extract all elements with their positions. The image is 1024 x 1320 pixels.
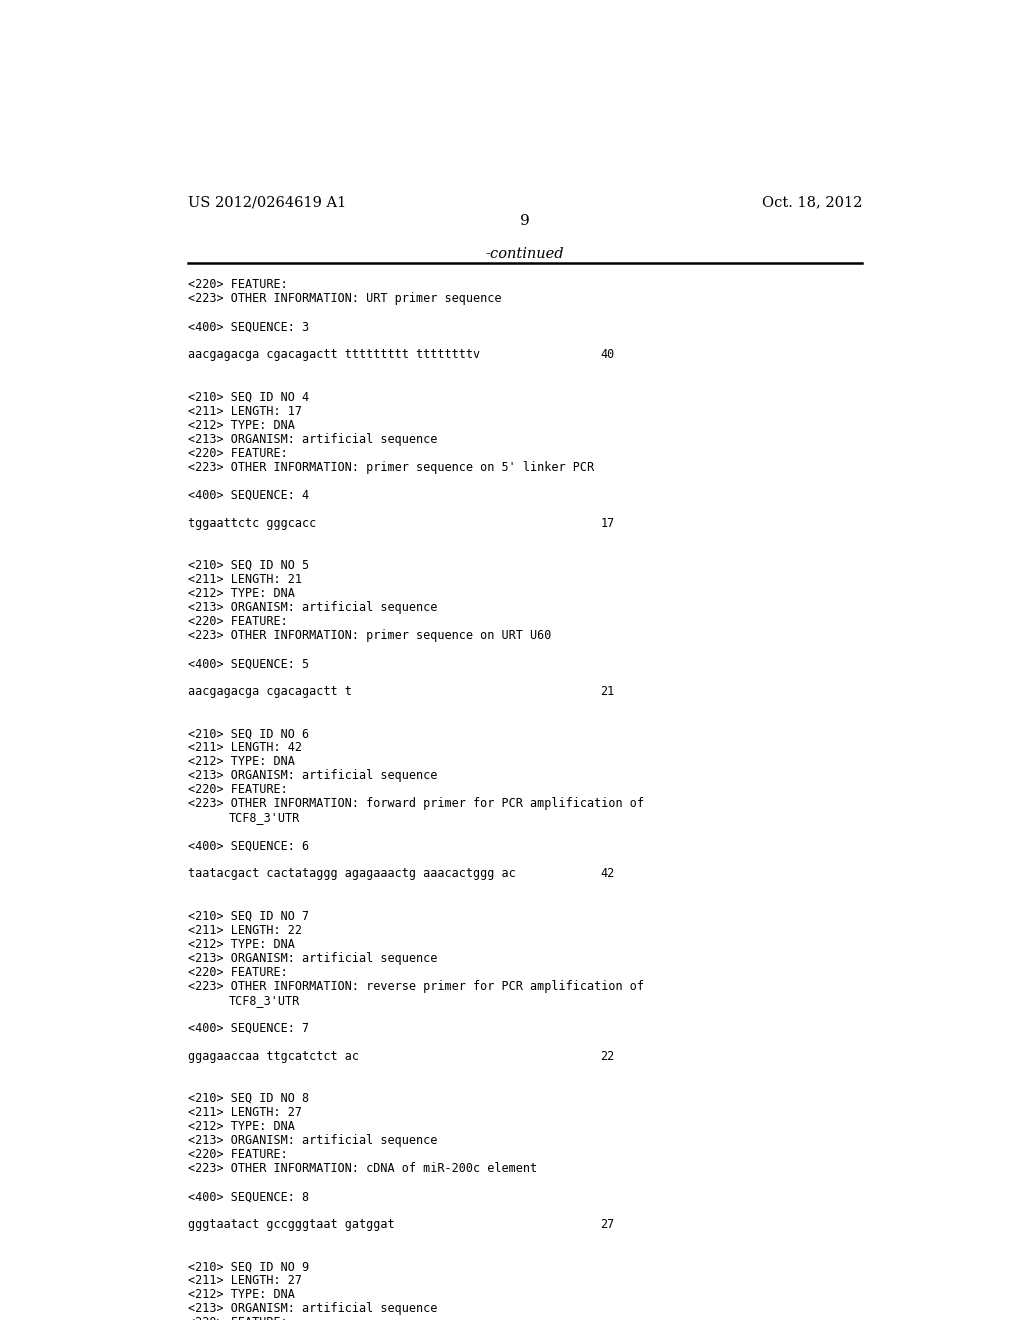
Text: TCF8_3'UTR: TCF8_3'UTR bbox=[228, 812, 300, 824]
Text: TCF8_3'UTR: TCF8_3'UTR bbox=[228, 994, 300, 1007]
Text: <400> SEQUENCE: 5: <400> SEQUENCE: 5 bbox=[187, 657, 308, 671]
Text: <212> TYPE: DNA: <212> TYPE: DNA bbox=[187, 1119, 294, 1133]
Text: <213> ORGANISM: artificial sequence: <213> ORGANISM: artificial sequence bbox=[187, 433, 437, 446]
Text: 9: 9 bbox=[520, 214, 529, 228]
Text: 42: 42 bbox=[600, 867, 614, 880]
Text: 27: 27 bbox=[600, 1218, 614, 1232]
Text: <400> SEQUENCE: 3: <400> SEQUENCE: 3 bbox=[187, 321, 308, 334]
Text: <211> LENGTH: 27: <211> LENGTH: 27 bbox=[187, 1106, 301, 1119]
Text: <213> ORGANISM: artificial sequence: <213> ORGANISM: artificial sequence bbox=[187, 601, 437, 614]
Text: <223> OTHER INFORMATION: primer sequence on 5' linker PCR: <223> OTHER INFORMATION: primer sequence… bbox=[187, 461, 594, 474]
Text: <400> SEQUENCE: 7: <400> SEQUENCE: 7 bbox=[187, 1022, 308, 1035]
Text: 22: 22 bbox=[600, 1049, 614, 1063]
Text: <223> OTHER INFORMATION: URT primer sequence: <223> OTHER INFORMATION: URT primer sequ… bbox=[187, 292, 501, 305]
Text: <400> SEQUENCE: 4: <400> SEQUENCE: 4 bbox=[187, 488, 308, 502]
Text: <220> FEATURE:: <220> FEATURE: bbox=[187, 1148, 288, 1162]
Text: <220> FEATURE:: <220> FEATURE: bbox=[187, 783, 288, 796]
Text: <210> SEQ ID NO 4: <210> SEQ ID NO 4 bbox=[187, 391, 308, 404]
Text: <220> FEATURE:: <220> FEATURE: bbox=[187, 279, 288, 292]
Text: <223> OTHER INFORMATION: forward primer for PCR amplification of: <223> OTHER INFORMATION: forward primer … bbox=[187, 797, 643, 810]
Text: aacgagacga cgacagactt ttttttttt ttttttttv: aacgagacga cgacagactt ttttttttt tttttttt… bbox=[187, 348, 479, 362]
Text: <211> LENGTH: 22: <211> LENGTH: 22 bbox=[187, 924, 301, 937]
Text: aacgagacga cgacagactt t: aacgagacga cgacagactt t bbox=[187, 685, 351, 698]
Text: gggtaatact gccgggtaat gatggat: gggtaatact gccgggtaat gatggat bbox=[187, 1218, 394, 1232]
Text: <210> SEQ ID NO 5: <210> SEQ ID NO 5 bbox=[187, 558, 308, 572]
Text: <211> LENGTH: 21: <211> LENGTH: 21 bbox=[187, 573, 301, 586]
Text: <212> TYPE: DNA: <212> TYPE: DNA bbox=[187, 418, 294, 432]
Text: 21: 21 bbox=[600, 685, 614, 698]
Text: Oct. 18, 2012: Oct. 18, 2012 bbox=[762, 195, 862, 209]
Text: -continued: -continued bbox=[485, 247, 564, 261]
Text: ggagaaccaa ttgcatctct ac: ggagaaccaa ttgcatctct ac bbox=[187, 1049, 358, 1063]
Text: <220> FEATURE:: <220> FEATURE: bbox=[187, 1316, 288, 1320]
Text: <220> FEATURE:: <220> FEATURE: bbox=[187, 615, 288, 628]
Text: <212> TYPE: DNA: <212> TYPE: DNA bbox=[187, 755, 294, 768]
Text: <213> ORGANISM: artificial sequence: <213> ORGANISM: artificial sequence bbox=[187, 770, 437, 783]
Text: <213> ORGANISM: artificial sequence: <213> ORGANISM: artificial sequence bbox=[187, 952, 437, 965]
Text: <400> SEQUENCE: 8: <400> SEQUENCE: 8 bbox=[187, 1191, 308, 1203]
Text: <212> TYPE: DNA: <212> TYPE: DNA bbox=[187, 937, 294, 950]
Text: 17: 17 bbox=[600, 517, 614, 529]
Text: <213> ORGANISM: artificial sequence: <213> ORGANISM: artificial sequence bbox=[187, 1134, 437, 1147]
Text: <210> SEQ ID NO 7: <210> SEQ ID NO 7 bbox=[187, 909, 308, 923]
Text: 40: 40 bbox=[600, 348, 614, 362]
Text: <211> LENGTH: 17: <211> LENGTH: 17 bbox=[187, 404, 301, 417]
Text: <223> OTHER INFORMATION: primer sequence on URT U60: <223> OTHER INFORMATION: primer sequence… bbox=[187, 630, 551, 642]
Text: taatacgact cactataggg agagaaactg aaacactggg ac: taatacgact cactataggg agagaaactg aaacact… bbox=[187, 867, 515, 880]
Text: <220> FEATURE:: <220> FEATURE: bbox=[187, 446, 288, 459]
Text: US 2012/0264619 A1: US 2012/0264619 A1 bbox=[187, 195, 346, 209]
Text: <223> OTHER INFORMATION: reverse primer for PCR amplification of: <223> OTHER INFORMATION: reverse primer … bbox=[187, 979, 643, 993]
Text: <210> SEQ ID NO 6: <210> SEQ ID NO 6 bbox=[187, 727, 308, 741]
Text: <211> LENGTH: 27: <211> LENGTH: 27 bbox=[187, 1274, 301, 1287]
Text: <223> OTHER INFORMATION: cDNA of miR-200c element: <223> OTHER INFORMATION: cDNA of miR-200… bbox=[187, 1162, 537, 1175]
Text: <220> FEATURE:: <220> FEATURE: bbox=[187, 966, 288, 978]
Text: tggaattctc gggcacc: tggaattctc gggcacc bbox=[187, 517, 315, 529]
Text: <212> TYPE: DNA: <212> TYPE: DNA bbox=[187, 587, 294, 599]
Text: <211> LENGTH: 42: <211> LENGTH: 42 bbox=[187, 742, 301, 754]
Text: <400> SEQUENCE: 6: <400> SEQUENCE: 6 bbox=[187, 840, 308, 853]
Text: <210> SEQ ID NO 8: <210> SEQ ID NO 8 bbox=[187, 1092, 308, 1105]
Text: <213> ORGANISM: artificial sequence: <213> ORGANISM: artificial sequence bbox=[187, 1303, 437, 1315]
Text: <210> SEQ ID NO 9: <210> SEQ ID NO 9 bbox=[187, 1261, 308, 1274]
Text: <212> TYPE: DNA: <212> TYPE: DNA bbox=[187, 1288, 294, 1302]
